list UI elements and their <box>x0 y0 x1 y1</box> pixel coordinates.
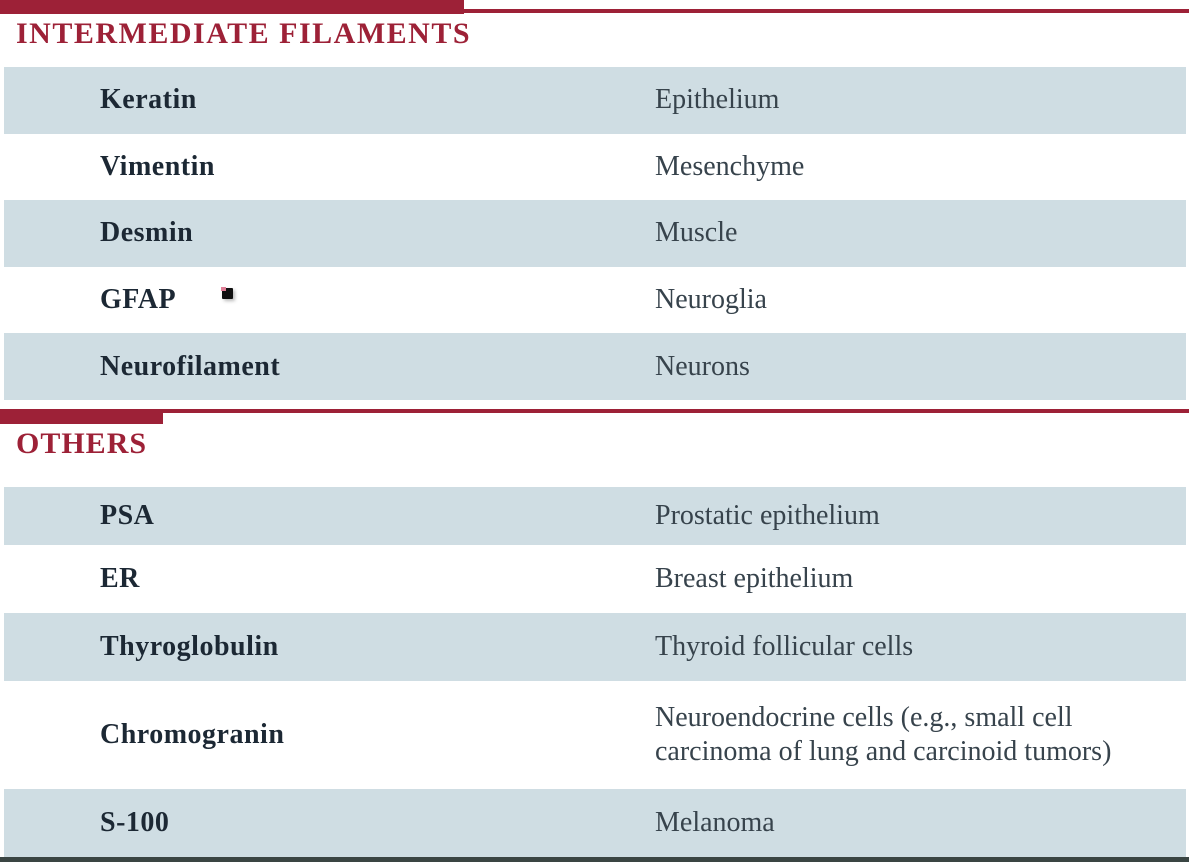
section-divider-others <box>0 409 1189 424</box>
marker-cell: S-100 <box>100 807 170 838</box>
divider-rule <box>0 409 1189 413</box>
section-title-others: OTHERS <box>16 427 148 460</box>
table-row: Vimentin Mesenchyme <box>4 134 1186 201</box>
table-others: PSA Prostatic epithelium ER Breast epith… <box>4 487 1186 857</box>
table-intermediate-filaments: Keratin Epithelium Vimentin Mesenchyme D… <box>4 67 1186 400</box>
marker-cell: ER <box>100 563 140 594</box>
divider-rule <box>0 9 1189 13</box>
identifies-cell: Muscle <box>655 217 738 249</box>
identifies-cell: Breast epithelium <box>655 563 854 594</box>
section-title-intermediate-filaments: INTERMEDIATE FILAMENTS <box>16 17 472 50</box>
identifies-cell: Thyroid follicular cells <box>655 631 914 662</box>
identifies-cell: Epithelium <box>655 84 780 116</box>
table-row: Chromogranin Neuroendocrine cells (e.g.,… <box>4 681 1186 789</box>
section-divider-top <box>0 0 1189 14</box>
table-row: Thyroglobulin Thyroid follicular cells <box>4 613 1186 681</box>
identifies-cell: Melanoma <box>655 807 775 838</box>
table-row: GFAP Neuroglia <box>4 267 1186 334</box>
marker-cell: Desmin <box>100 217 194 249</box>
divider-tab <box>0 413 163 424</box>
identifies-cell: Neuroglia <box>655 284 767 316</box>
marker-cell: Keratin <box>100 84 197 116</box>
table-row: PSA Prostatic epithelium <box>4 487 1186 545</box>
marker-cell: Chromogranin <box>100 719 285 750</box>
table-row: Neurofilament Neurons <box>4 333 1186 400</box>
table-row: ER Breast epithelium <box>4 545 1186 613</box>
marker-cell: GFAP <box>100 284 177 316</box>
marker-cell: PSA <box>100 500 155 531</box>
identifies-cell: Prostatic epithelium <box>655 500 880 531</box>
table-row: Keratin Epithelium <box>4 67 1186 134</box>
identifies-cell: Neuroendocrine cells (e.g., small cell c… <box>655 702 1112 767</box>
identifies-cell: Mesenchyme <box>655 150 805 182</box>
identifies-cell: Neurons <box>655 350 750 382</box>
table-row: Desmin Muscle <box>4 200 1186 267</box>
marker-cell: Vimentin <box>100 150 215 182</box>
divider-tab <box>0 0 464 14</box>
table-row: S-100 Melanoma <box>4 789 1186 857</box>
marker-cell: Neurofilament <box>100 350 281 382</box>
frame-bottom-edge <box>0 857 1189 862</box>
marker-cell: Thyroglobulin <box>100 631 279 662</box>
cursor-artifact <box>221 287 233 299</box>
